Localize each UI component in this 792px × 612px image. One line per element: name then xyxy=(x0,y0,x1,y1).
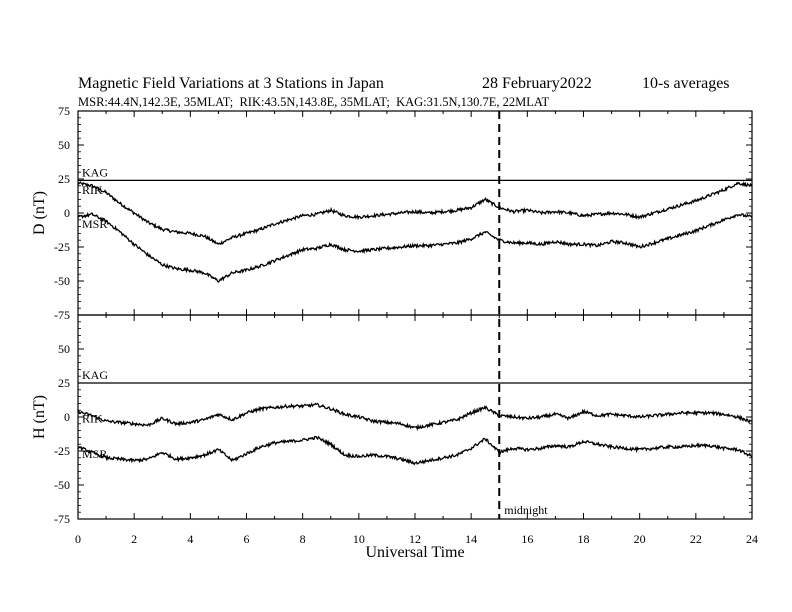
x-tick-label: 20 xyxy=(634,532,646,546)
x-tick-label: 2 xyxy=(131,532,137,546)
series-label-msr-H: MSR xyxy=(82,447,107,461)
chart-date: 28 February2022 xyxy=(482,75,592,92)
x-tick-label: 8 xyxy=(300,532,306,546)
series-msr-D xyxy=(77,211,753,283)
y-tick-label-H: 50 xyxy=(58,342,70,356)
panel-frame-H xyxy=(77,314,753,520)
chart-title: Magnetic Field Variations at 3 Stations … xyxy=(78,75,384,92)
x-axis-label: Universal Time xyxy=(365,544,464,561)
y-tick-label-H: -25 xyxy=(54,444,70,458)
series-label-rik-H: RIK xyxy=(82,412,103,426)
x-tick-label: 6 xyxy=(244,532,250,546)
y-tick-label-D: -25 xyxy=(54,240,70,254)
y-tick-label-D: 50 xyxy=(58,138,70,152)
y-tick-label-D: -50 xyxy=(54,274,70,288)
series-rik-H xyxy=(77,402,753,432)
stations-info: MSR:44.4N,142.3E, 35MLAT; RIK:43.5N,143.… xyxy=(78,95,550,109)
midnight-label: midnight xyxy=(504,503,548,517)
series-msr-H xyxy=(77,435,753,466)
y-axis-label-H: H (nT) xyxy=(31,395,48,439)
y-tick-label-D: 75 xyxy=(58,104,70,118)
y-tick-label-H: -75 xyxy=(54,512,70,526)
series-label-kag-D: KAG xyxy=(82,165,108,179)
x-tick-label: 16 xyxy=(521,532,533,546)
y-axis-label-D: D (nT) xyxy=(31,191,48,235)
series-label-msr-D: MSR xyxy=(82,217,107,231)
y-tick-label-H: 0 xyxy=(64,410,70,424)
series-label-rik-D: RIK xyxy=(82,183,103,197)
series-rik-D xyxy=(77,180,753,245)
x-tick-label: 4 xyxy=(187,532,193,546)
x-tick-label: 14 xyxy=(465,532,477,546)
y-tick-label-D: 0 xyxy=(64,206,70,220)
y-tick-label-D: -75 xyxy=(54,308,70,322)
x-tick-label: 18 xyxy=(578,532,590,546)
x-tick-label: 10 xyxy=(353,532,365,546)
x-tick-label: 0 xyxy=(75,532,81,546)
x-tick-label: 24 xyxy=(746,532,758,546)
plot-layer: 75 50 25 0 -25 -50 -75 D (nT) KAG RIK MSR 50 25 0 -25 -… xyxy=(31,104,758,561)
x-tick-label: 12 xyxy=(409,532,421,546)
y-tick-label-D: 25 xyxy=(58,172,70,186)
x-tick-label: 22 xyxy=(690,532,702,546)
y-tick-label-H: -50 xyxy=(54,478,70,492)
series-label-kag-H: KAG xyxy=(82,368,108,382)
chart-averaging: 10-s averages xyxy=(642,75,730,92)
y-tick-label-H: 25 xyxy=(58,376,70,390)
